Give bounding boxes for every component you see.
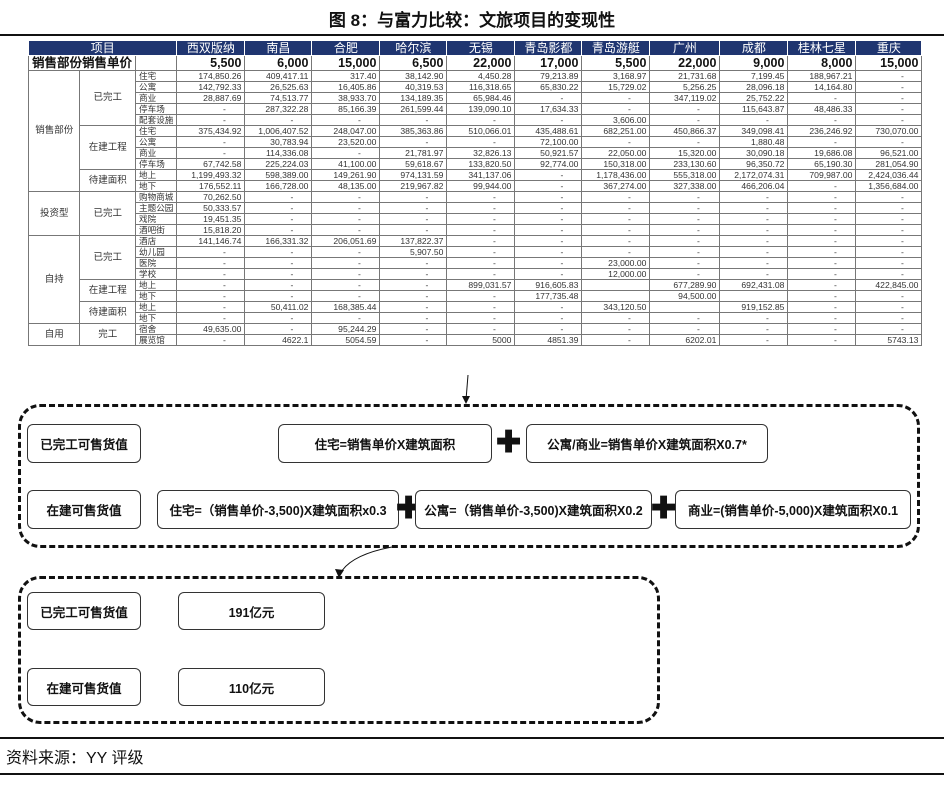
table-row: 投资型 已完工 购物商城 70,262.50- - - - - - - - - - <box>27 191 923 236</box>
table-row: 医院 - - - - - -23,000.00- - - - <box>29 257 923 269</box>
comparison-table: 项目 西双版纳 南昌 合肥 哈尔滨 无锡 青岛影都 青岛游艇 广州 成都 桂林七星 重庆 销售部份销售单… <box>27 40 923 346</box>
item-label: 酒吧街 <box>135 224 178 236</box>
completed-apartment-commercial-formula: 公寓/商业=销售单价X建筑面积X0.7* <box>526 424 768 463</box>
header-city: 西双版纳 <box>176 40 246 56</box>
header-city: 广州 <box>649 40 721 56</box>
construction-residential-formula: 住宅=（销售单价-3,500)X建筑面积x0.3 <box>157 490 399 529</box>
source-note: 资料来源：YY 评级 <box>6 750 144 767</box>
table-row: 自持 已完工 酒店 141,146.74 166,331.32 206,051.69 137… <box>27 235 923 324</box>
header-city: 合肥 <box>311 40 381 56</box>
result-completed-label: 已完工可售货值 <box>27 592 141 630</box>
result-completed-value: 191亿元 <box>178 592 325 630</box>
result-dashed-container <box>18 576 660 724</box>
source-top-rule <box>0 737 944 739</box>
table-row: 商业 -114,336.08-21,781.97 32,826.13 50,921.5… <box>29 147 923 159</box>
header-city: 无锡 <box>446 40 516 56</box>
group-label: 自用 <box>27 323 81 346</box>
result-construction-label: 在建可售货值 <box>27 668 141 706</box>
title-divider <box>0 34 944 36</box>
price-value: 22,000 <box>446 55 516 71</box>
construction-apartment-formula: 公寓=（销售单价-3,500)X建筑面积X0.2 <box>415 490 652 529</box>
value-cell: 5000 <box>446 334 516 346</box>
subgroup-label: 在建工程 <box>79 125 137 170</box>
formula-dashed-container <box>18 404 920 548</box>
arrow-head <box>462 396 470 404</box>
plus-icon: ✚ <box>496 426 522 459</box>
header-row: 项目 西双版纳 南昌 合肥 哈尔滨 无锡 青岛影都 青岛游艇 广州 成都 桂林七星 重庆 <box>27 40 923 56</box>
table-row: 戏院 19,451.35- - - - - - - - - - <box>29 213 923 225</box>
construction-value-label: 在建可售货值 <box>27 490 141 529</box>
value-cell: 4851.39 <box>514 334 583 346</box>
source-bottom-rule <box>0 773 944 775</box>
header-city: 哈尔滨 <box>379 40 448 56</box>
table-row: 地下 - - - - - - - - - - - <box>29 312 923 324</box>
price-value: 6,000 <box>244 55 313 71</box>
header-city: 成都 <box>719 40 789 56</box>
figure-title: 图 8：与富力比较：文旅项目的变现性 <box>328 11 616 30</box>
header-city: 重庆 <box>855 40 923 56</box>
table-row: 展览馆 -4622.1 5054.59-5000 4851.39-6202.01- -5… <box>29 334 923 346</box>
completed-residential-formula: 住宅=销售单价X建筑面积 <box>278 424 492 463</box>
price-label: 销售部份销售单价 <box>27 55 137 71</box>
table-row: 停车场 67,742.58 225,224.03 41,100.00 59,618.67… <box>29 158 923 170</box>
value-cell: 5054.59 <box>311 334 381 346</box>
table-row: 主题公园 50,333.57- - - - - - - - - - <box>29 202 923 214</box>
header-city: 青岛游艇 <box>581 40 651 56</box>
header-city: 南昌 <box>244 40 313 56</box>
item-label: 展览馆 <box>135 334 178 346</box>
completed-value-label: 已完工可售货值 <box>27 424 141 463</box>
arrow-table-to-formula <box>465 374 469 401</box>
price-value: 15,000 <box>311 55 381 71</box>
item-label: 商业 <box>135 147 178 159</box>
value-cell: - <box>787 334 857 346</box>
result-construction-value: 110亿元 <box>178 668 325 706</box>
value-cell: 5743.13 <box>855 334 923 346</box>
header-city: 桂林七星 <box>787 40 857 56</box>
arrow-head <box>335 569 344 578</box>
header-city: 青岛影都 <box>514 40 583 56</box>
table-row: 停车场 -287,322.28 85,166.39 261,599.44 139,090… <box>29 103 923 115</box>
plus-icon: ✚ <box>651 492 677 525</box>
construction-commercial-formula: 商业=(销售单价-5,000)X建筑面积X0.1 <box>675 490 911 529</box>
arrow-formula-to-result <box>339 546 393 575</box>
